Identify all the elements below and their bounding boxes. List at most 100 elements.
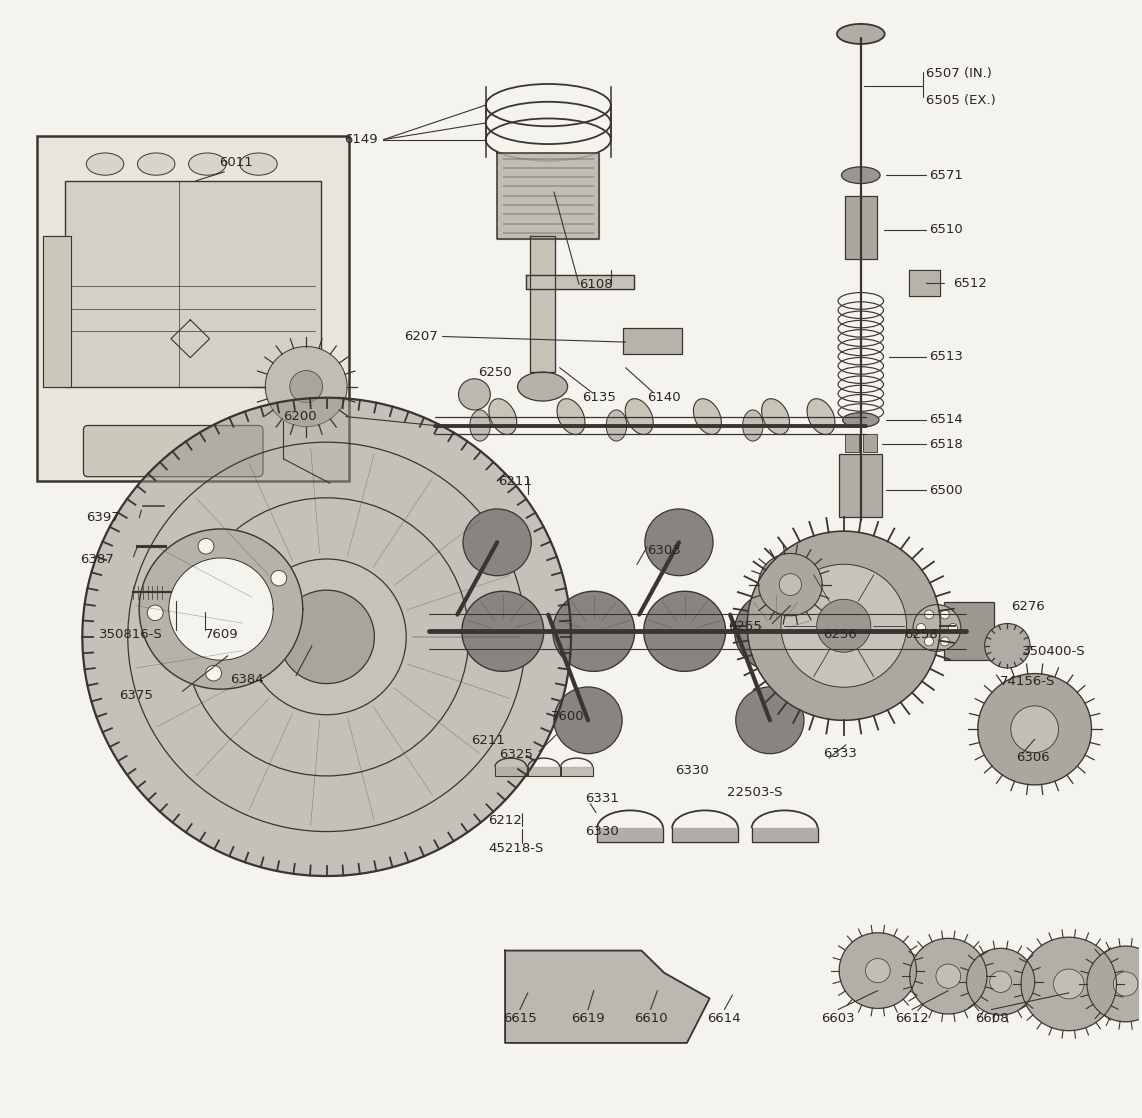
Polygon shape [528, 767, 560, 776]
Circle shape [463, 509, 531, 576]
Circle shape [147, 605, 163, 620]
Circle shape [554, 686, 622, 754]
Text: 6330: 6330 [676, 764, 709, 777]
Text: 350400-S: 350400-S [1022, 645, 1086, 657]
Text: 6571: 6571 [928, 169, 963, 182]
Circle shape [779, 574, 802, 596]
Ellipse shape [489, 399, 517, 435]
Polygon shape [758, 553, 822, 616]
Text: 6303: 6303 [648, 543, 681, 557]
Circle shape [461, 591, 544, 671]
Ellipse shape [469, 410, 490, 442]
Text: 6619: 6619 [571, 1012, 605, 1025]
Text: 6212: 6212 [488, 814, 522, 827]
Ellipse shape [557, 399, 585, 435]
Circle shape [924, 610, 933, 619]
Polygon shape [751, 828, 818, 842]
Text: 6387: 6387 [80, 552, 114, 566]
Polygon shape [505, 950, 709, 1043]
Ellipse shape [606, 410, 627, 442]
Text: 6603: 6603 [821, 1012, 855, 1025]
Circle shape [940, 610, 949, 619]
Circle shape [936, 964, 960, 988]
Polygon shape [82, 398, 571, 877]
Text: 6211: 6211 [471, 733, 505, 747]
Ellipse shape [837, 23, 885, 44]
Text: 6207: 6207 [404, 330, 439, 343]
Polygon shape [525, 275, 634, 288]
Circle shape [198, 539, 214, 555]
FancyBboxPatch shape [943, 603, 994, 661]
Text: 6276: 6276 [1011, 600, 1045, 614]
Text: 45218-S: 45218-S [488, 842, 544, 855]
Polygon shape [978, 673, 1092, 785]
FancyBboxPatch shape [863, 435, 877, 452]
Circle shape [781, 565, 907, 688]
Circle shape [917, 624, 925, 633]
Text: 6500: 6500 [928, 483, 963, 496]
Circle shape [271, 570, 287, 586]
Polygon shape [910, 938, 987, 1014]
Text: 6614: 6614 [708, 1012, 741, 1025]
Ellipse shape [914, 605, 960, 652]
Ellipse shape [762, 399, 789, 435]
Polygon shape [42, 236, 71, 387]
Polygon shape [747, 531, 940, 720]
Text: 74156-S: 74156-S [999, 675, 1055, 688]
Circle shape [206, 665, 222, 681]
Ellipse shape [693, 399, 722, 435]
Polygon shape [839, 932, 917, 1008]
Text: 6612: 6612 [895, 1012, 928, 1025]
FancyBboxPatch shape [839, 454, 883, 517]
Circle shape [734, 591, 817, 671]
Circle shape [924, 637, 933, 646]
Polygon shape [673, 828, 738, 842]
Text: 6325: 6325 [499, 748, 533, 761]
Circle shape [990, 972, 1012, 993]
Polygon shape [561, 767, 593, 776]
Circle shape [1011, 705, 1059, 752]
Text: 6514: 6514 [928, 414, 963, 426]
FancyBboxPatch shape [37, 136, 349, 481]
Circle shape [817, 599, 871, 652]
Text: 6505 (EX.): 6505 (EX.) [925, 94, 996, 107]
Circle shape [644, 591, 725, 671]
Text: 6258: 6258 [904, 628, 938, 641]
Ellipse shape [137, 153, 175, 176]
Polygon shape [169, 558, 273, 661]
Circle shape [279, 590, 375, 683]
Ellipse shape [742, 410, 763, 442]
Text: 22503-S: 22503-S [726, 786, 782, 799]
Polygon shape [139, 529, 303, 689]
Text: 6140: 6140 [648, 391, 681, 405]
Ellipse shape [240, 153, 278, 176]
Polygon shape [1021, 937, 1117, 1031]
Text: 6256: 6256 [823, 628, 856, 641]
Circle shape [265, 347, 347, 427]
Text: 6608: 6608 [975, 1012, 1008, 1025]
Text: 6250: 6250 [477, 366, 512, 379]
Text: 7609: 7609 [206, 628, 239, 641]
FancyBboxPatch shape [624, 328, 683, 354]
Text: 6108: 6108 [579, 277, 612, 291]
Text: 6200: 6200 [283, 410, 317, 423]
Text: 350816-S: 350816-S [99, 628, 163, 641]
Text: 6507 (IN.): 6507 (IN.) [925, 67, 991, 80]
Text: 6306: 6306 [1016, 750, 1051, 764]
Polygon shape [966, 948, 1035, 1015]
Text: 6211: 6211 [498, 475, 532, 487]
Circle shape [290, 370, 322, 402]
Circle shape [866, 958, 891, 983]
Circle shape [553, 591, 635, 671]
Ellipse shape [984, 624, 1030, 669]
Text: 6149: 6149 [344, 133, 378, 146]
Text: 6610: 6610 [634, 1012, 667, 1025]
Text: 6615: 6615 [502, 1012, 537, 1025]
Circle shape [645, 509, 713, 576]
FancyBboxPatch shape [65, 181, 321, 387]
Circle shape [1113, 972, 1137, 996]
Circle shape [948, 624, 957, 633]
Text: 7600: 7600 [550, 710, 585, 723]
Text: 6512: 6512 [952, 276, 987, 290]
Polygon shape [530, 236, 555, 372]
